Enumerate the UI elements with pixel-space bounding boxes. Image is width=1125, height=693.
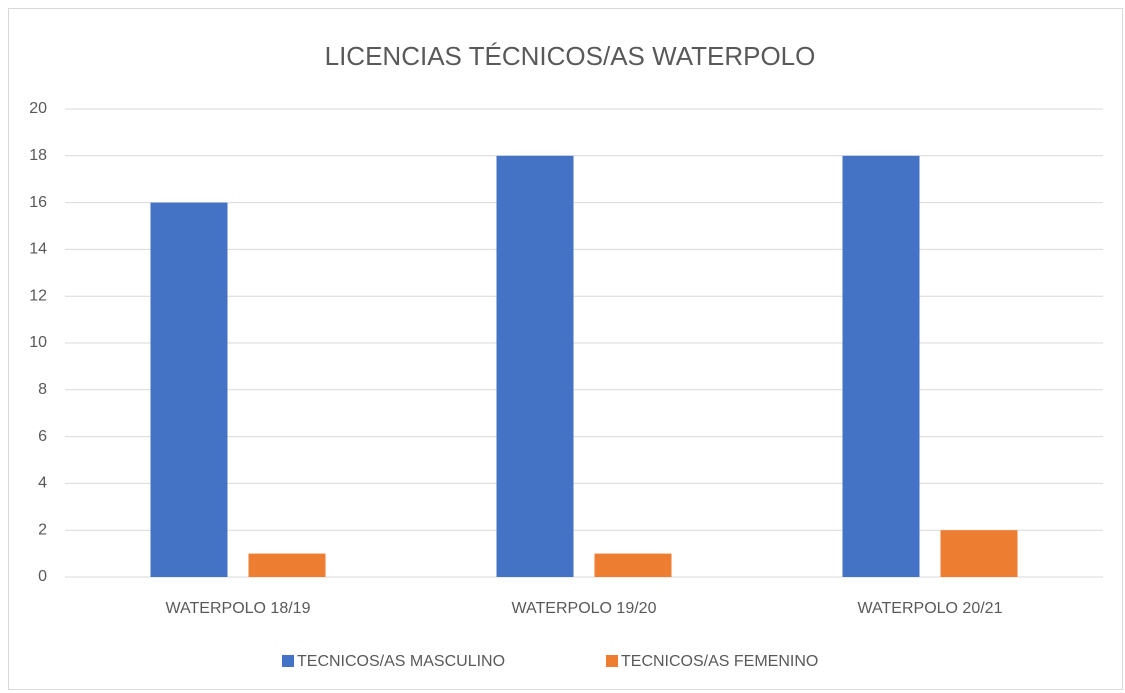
x-tick-label: WATERPOLO 20/21 (858, 600, 1003, 617)
x-tick-label: WATERPOLO 18/19 (166, 600, 311, 617)
y-tick-label: 12 (29, 287, 47, 304)
legend-swatch (282, 655, 294, 667)
y-tick-label: 16 (29, 194, 47, 211)
chart-title: LICENCIAS TÉCNICOS/AS WATERPOLO (325, 41, 816, 71)
legend-label: TECNICOS/AS MASCULINO (297, 653, 505, 670)
y-tick-label: 4 (38, 475, 47, 492)
bar (248, 553, 326, 577)
bar (594, 553, 672, 577)
bar (496, 155, 574, 578)
bar (842, 155, 920, 578)
y-tick-label: 14 (29, 241, 47, 258)
legend-swatch (606, 655, 618, 667)
y-tick-label: 10 (29, 334, 47, 351)
y-tick-label: 0 (38, 568, 47, 585)
bar (150, 202, 228, 577)
y-tick-label: 6 (38, 428, 47, 445)
y-tick-label: 2 (38, 521, 47, 538)
bar (940, 530, 1018, 577)
y-tick-label: 20 (29, 100, 47, 117)
y-tick-label: 8 (38, 381, 47, 398)
y-tick-label: 18 (29, 147, 47, 164)
x-tick-label: WATERPOLO 19/20 (512, 600, 657, 617)
legend-label: TECNICOS/AS FEMENINO (621, 653, 818, 670)
